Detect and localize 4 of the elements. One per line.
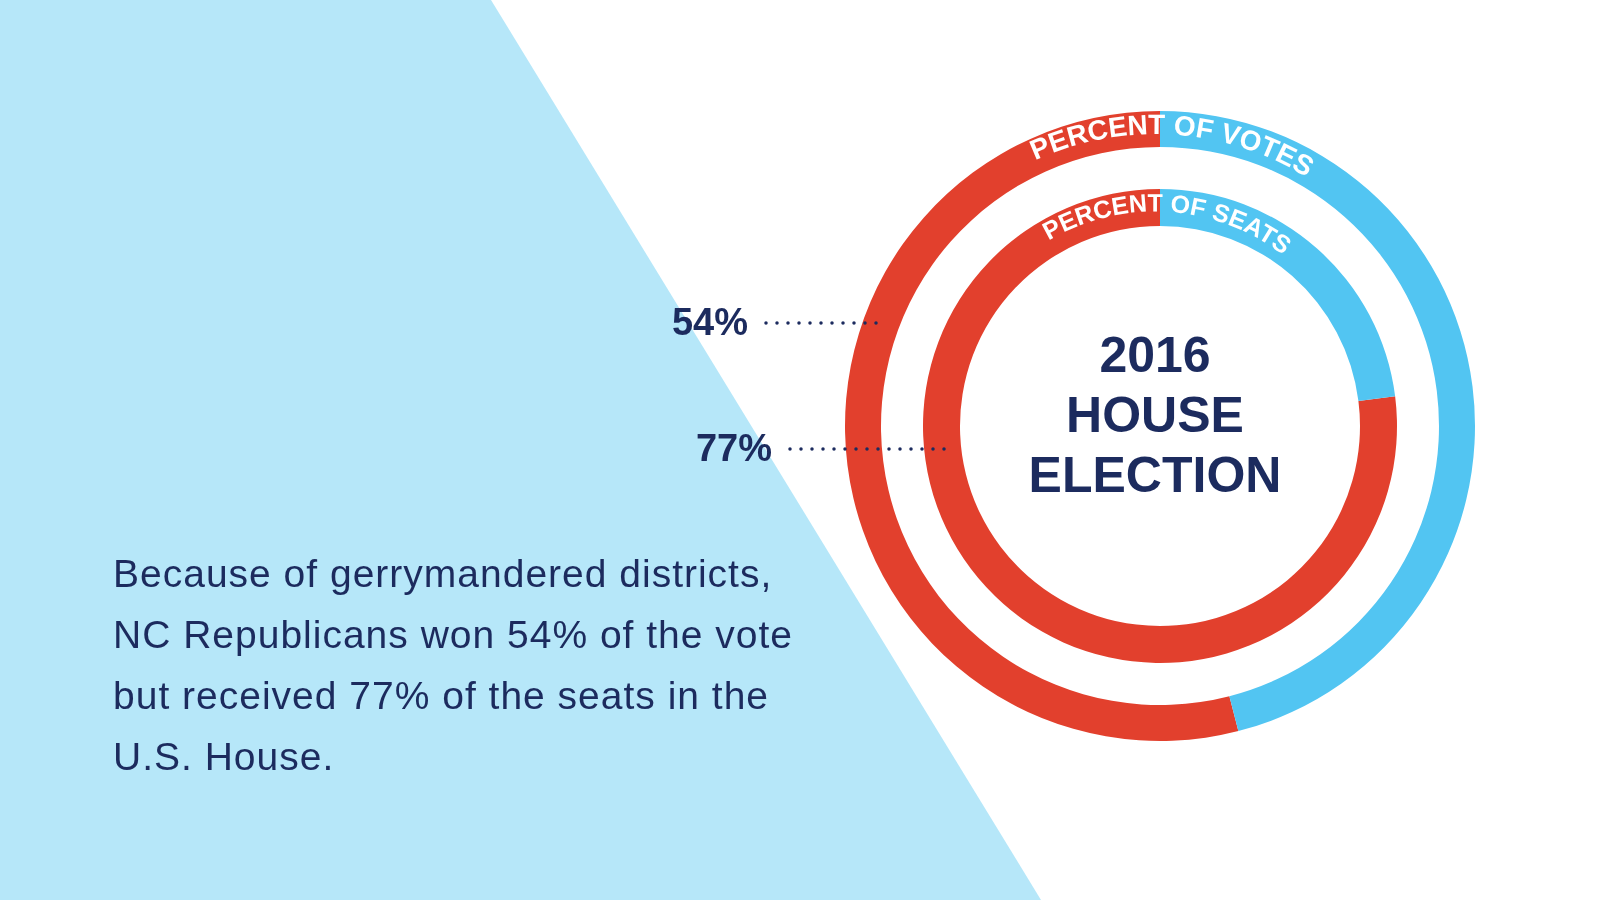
text: 2016 HOUSE ELECTION	[1027, 326, 1283, 505]
data-label: 54%	[671, 301, 748, 343]
text: Because of gerrymandered districts, NC Republicans won 54% of the vote but received 77% of the seats in the U.S. House.	[113, 551, 795, 780]
data-label: 77%	[695, 427, 772, 469]
